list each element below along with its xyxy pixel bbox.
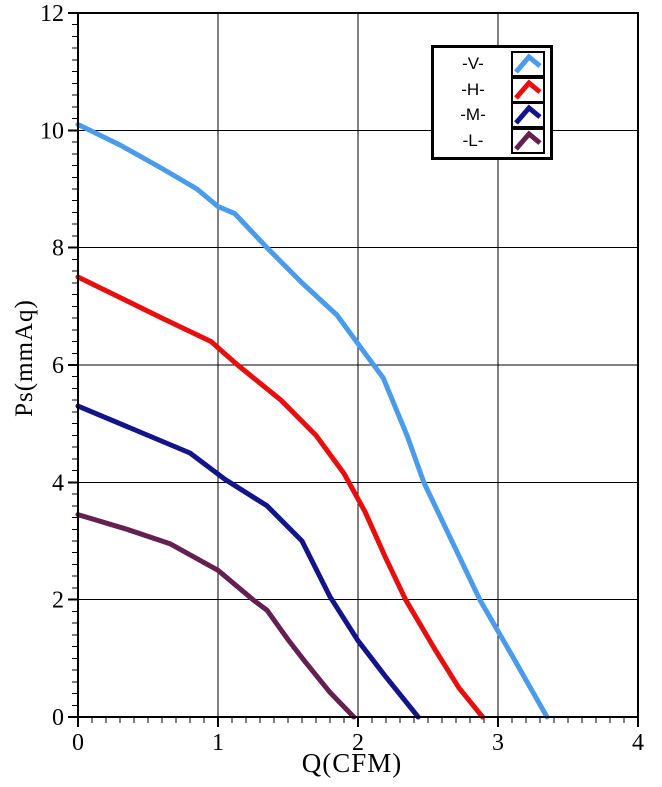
legend-label-l: -L- xyxy=(462,131,484,151)
x-tick-label: 0 xyxy=(72,730,84,756)
legend-swatch-h xyxy=(511,76,545,103)
x-axis-title: Q(CFM) xyxy=(301,748,403,778)
curve-V xyxy=(75,122,550,720)
y-tick-label: 8 xyxy=(52,236,64,262)
legend-row: -M- xyxy=(437,102,545,129)
y-tick-label: 10 xyxy=(40,118,64,144)
plot-border xyxy=(77,12,639,718)
y-tick-label: 2 xyxy=(52,588,64,614)
legend: -V- -H- -M- -L- xyxy=(431,45,553,160)
x-tick-label: 2 xyxy=(352,730,364,756)
legend-label-h: -H- xyxy=(461,79,485,99)
chevron-line-icon xyxy=(514,104,542,126)
chevron-line-icon xyxy=(514,53,542,74)
legend-label-v: -V- xyxy=(462,53,484,73)
legend-row: -L- xyxy=(437,128,545,155)
y-tick-label: 6 xyxy=(52,353,64,379)
y-tick-label: 4 xyxy=(52,470,64,496)
legend-row: -H- xyxy=(437,76,545,103)
chevron-line-icon xyxy=(514,130,542,151)
curve-M xyxy=(75,403,421,720)
curve-H xyxy=(75,274,486,720)
y-axis-title: Ps(mmAq) xyxy=(11,299,38,417)
legend-swatch-m xyxy=(511,102,545,129)
y-tick-label: 12 xyxy=(40,1,64,27)
legend-row: -V- xyxy=(437,50,545,77)
legend-swatch-l xyxy=(511,128,545,155)
y-tick-label: 0 xyxy=(52,705,64,731)
legend-label-m: -M- xyxy=(460,105,486,125)
chevron-line-icon xyxy=(514,79,542,100)
x-tick-label: 4 xyxy=(632,730,644,756)
x-tick-label: 1 xyxy=(212,730,224,756)
x-tick-label: 3 xyxy=(492,730,504,756)
curve-L xyxy=(75,512,357,720)
legend-swatch-v xyxy=(511,50,545,77)
